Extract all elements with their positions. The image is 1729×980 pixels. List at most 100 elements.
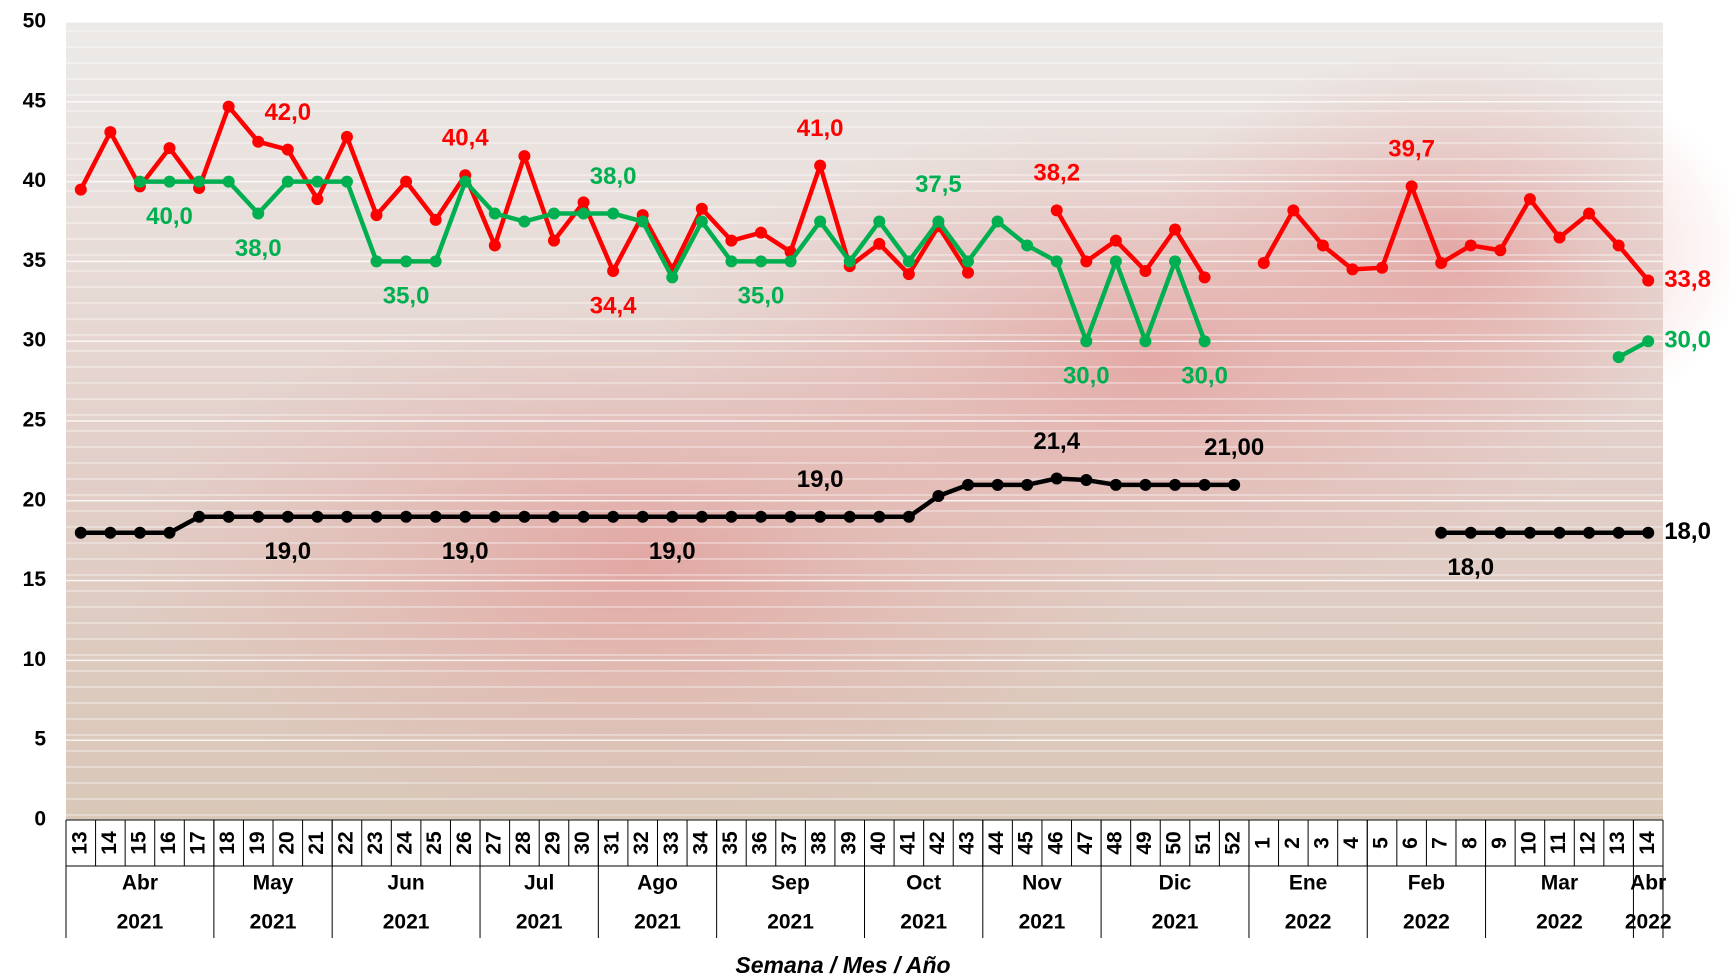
- data-point: [1583, 527, 1595, 539]
- data-point: [903, 511, 915, 523]
- data-point: [932, 216, 944, 228]
- data-label: 35,0: [383, 283, 430, 310]
- x-tick-label: 22: [335, 831, 358, 854]
- data-point: [459, 511, 471, 523]
- x-tick-label: 44: [985, 831, 1008, 855]
- data-point: [1110, 479, 1122, 491]
- data-point: [1199, 271, 1211, 283]
- data-point: [814, 160, 826, 172]
- data-point: [1080, 474, 1092, 486]
- data-point: [755, 255, 767, 267]
- data-point: [1051, 255, 1063, 267]
- data-point: [578, 196, 590, 208]
- data-point: [371, 209, 383, 221]
- year-label: 2021: [1019, 911, 1066, 934]
- data-point: [607, 511, 619, 523]
- data-point: [844, 511, 856, 523]
- year-label: 2021: [767, 911, 814, 934]
- chart: Semana / Mes / Año 051015202530354045501…: [0, 0, 1729, 980]
- x-tick-label: 40: [867, 831, 890, 854]
- data-point: [400, 511, 412, 523]
- year-label: 2022: [1625, 911, 1672, 934]
- data-point: [164, 527, 176, 539]
- data-point: [400, 255, 412, 267]
- data-point: [1021, 239, 1033, 251]
- data-point: [1051, 472, 1063, 484]
- data-point: [696, 216, 708, 228]
- data-label: 40,4: [442, 125, 489, 152]
- data-point: [193, 511, 205, 523]
- year-label: 2021: [117, 911, 164, 934]
- x-tick-label: 47: [1074, 831, 1097, 854]
- x-tick-label: 13: [1606, 831, 1629, 854]
- data-point: [430, 511, 442, 523]
- month-label: Abr: [122, 872, 158, 895]
- data-label: 38,0: [590, 163, 637, 190]
- data-label: 19,0: [442, 538, 489, 565]
- data-point: [785, 255, 797, 267]
- month-label: Ene: [1289, 872, 1328, 895]
- x-tick-label: 41: [896, 831, 919, 855]
- x-tick-label: 17: [187, 831, 210, 854]
- x-tick-label: 35: [719, 831, 742, 855]
- x-tick-label: 34: [689, 831, 712, 855]
- data-point: [548, 208, 560, 220]
- x-tick-label: 14: [98, 831, 121, 855]
- x-tick-label: 19: [246, 831, 269, 854]
- data-point: [1494, 244, 1506, 256]
- year-label: 2022: [1403, 911, 1450, 934]
- data-label: 19,0: [649, 538, 696, 565]
- x-tick-label: 2: [1281, 837, 1304, 849]
- x-tick-label: 45: [1015, 831, 1038, 855]
- x-tick-label: 7: [1429, 837, 1452, 849]
- data-label: 30,0: [1181, 363, 1228, 390]
- data-point: [1613, 239, 1625, 251]
- x-tick-label: 49: [1133, 831, 1156, 854]
- x-tick-label: 32: [630, 831, 653, 854]
- y-tick-label: 40: [23, 169, 46, 192]
- data-point: [311, 193, 323, 205]
- y-tick-label: 50: [23, 10, 46, 33]
- x-tick-label: 31: [601, 831, 624, 855]
- data-point: [1524, 193, 1536, 205]
- data-point: [1642, 527, 1654, 539]
- x-tick-label: 28: [512, 831, 535, 855]
- data-point: [607, 208, 619, 220]
- data-label: 18,0: [1664, 518, 1711, 545]
- data-point: [755, 511, 767, 523]
- x-tick-label: 15: [127, 831, 150, 855]
- data-point: [1021, 479, 1033, 491]
- data-label: 19,0: [797, 466, 844, 493]
- data-point: [489, 511, 501, 523]
- data-label: 30,0: [1063, 363, 1110, 390]
- data-point: [1494, 527, 1506, 539]
- x-tick-label: 16: [157, 831, 180, 854]
- year-label: 2021: [516, 911, 563, 934]
- month-label: Mar: [1541, 872, 1578, 895]
- data-point: [489, 208, 501, 220]
- data-point: [1435, 527, 1447, 539]
- x-tick-label: 27: [482, 831, 505, 854]
- data-point: [1051, 204, 1063, 216]
- data-point: [252, 511, 264, 523]
- x-tick-label: 48: [1103, 831, 1126, 855]
- y-tick-label: 5: [34, 728, 46, 751]
- x-tick-label: 39: [837, 831, 860, 854]
- year-label: 2021: [383, 911, 430, 934]
- data-point: [1287, 204, 1299, 216]
- x-tick-label: 42: [926, 831, 949, 854]
- data-point: [1169, 223, 1181, 235]
- x-tick-label: 46: [1044, 831, 1067, 854]
- year-label: 2021: [634, 911, 681, 934]
- data-point: [223, 101, 235, 113]
- data-point: [282, 144, 294, 156]
- data-point: [1169, 255, 1181, 267]
- data-point: [725, 255, 737, 267]
- data-point: [1524, 527, 1536, 539]
- data-point: [282, 176, 294, 188]
- month-label: Ago: [637, 872, 678, 895]
- data-point: [962, 267, 974, 279]
- data-point: [75, 527, 87, 539]
- data-point: [311, 176, 323, 188]
- page: {"chart_data": { "type": "line", "x_labe…: [0, 0, 1729, 980]
